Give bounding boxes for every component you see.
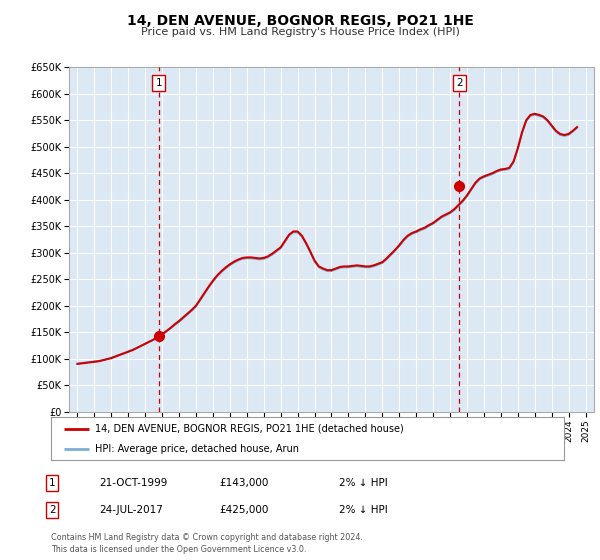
Text: £425,000: £425,000 (219, 505, 268, 515)
Text: HPI: Average price, detached house, Arun: HPI: Average price, detached house, Arun (95, 445, 299, 454)
Text: 1: 1 (49, 478, 56, 488)
Text: 2% ↓ HPI: 2% ↓ HPI (339, 505, 388, 515)
Text: 21-OCT-1999: 21-OCT-1999 (99, 478, 167, 488)
Text: Price paid vs. HM Land Registry's House Price Index (HPI): Price paid vs. HM Land Registry's House … (140, 27, 460, 37)
Text: 24-JUL-2017: 24-JUL-2017 (99, 505, 163, 515)
Text: £143,000: £143,000 (219, 478, 268, 488)
Text: 1: 1 (155, 78, 162, 88)
Text: Contains HM Land Registry data © Crown copyright and database right 2024.
This d: Contains HM Land Registry data © Crown c… (51, 533, 363, 554)
Text: 2: 2 (456, 78, 463, 88)
Text: 2% ↓ HPI: 2% ↓ HPI (339, 478, 388, 488)
Text: 2: 2 (49, 505, 56, 515)
Text: 14, DEN AVENUE, BOGNOR REGIS, PO21 1HE: 14, DEN AVENUE, BOGNOR REGIS, PO21 1HE (127, 14, 473, 28)
Text: 14, DEN AVENUE, BOGNOR REGIS, PO21 1HE (detached house): 14, DEN AVENUE, BOGNOR REGIS, PO21 1HE (… (95, 424, 403, 434)
